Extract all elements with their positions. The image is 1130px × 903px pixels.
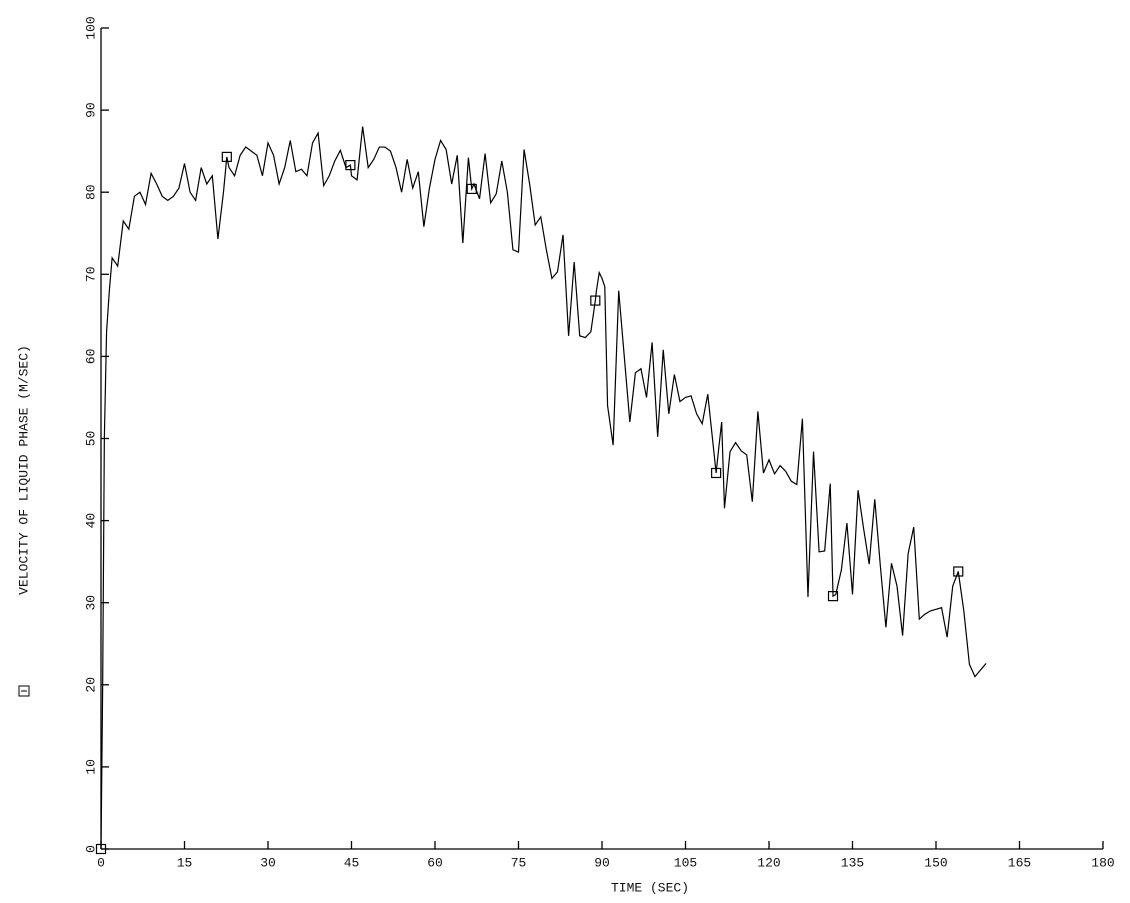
x-tick-label: 90 <box>594 855 610 870</box>
x-tick-label: 15 <box>177 855 193 870</box>
point-marker <box>711 467 722 479</box>
point-marker <box>953 566 964 577</box>
x-tick-label: 150 <box>924 855 947 870</box>
y-tick-label: 80 <box>83 184 98 200</box>
y-axis-label: VELOCITY OF LIQUID PHASE (M/SEC) <box>16 345 31 595</box>
point-marker <box>827 591 839 602</box>
x-tick-label: 0 <box>97 855 105 870</box>
x-tick-label: 105 <box>674 855 697 870</box>
y-tick-label: 100 <box>83 16 98 39</box>
x-tick-label: 165 <box>1008 855 1031 870</box>
x-tick-label: 120 <box>757 855 780 870</box>
y-tick-label: 90 <box>83 102 98 118</box>
y-tick-label: 40 <box>83 513 98 529</box>
point-marker <box>345 160 356 171</box>
y-tick-label: 60 <box>83 349 98 365</box>
point-marker <box>466 183 477 195</box>
y-axis-label-group: VELOCITY OF LIQUID PHASE (M/SEC) <box>16 345 31 697</box>
y-tick-label: 20 <box>83 677 98 693</box>
point-marker <box>95 843 107 855</box>
x-tick-label: 180 <box>1091 855 1114 870</box>
point-marker <box>590 295 601 306</box>
point-marker <box>221 151 232 162</box>
x-tick-label: 60 <box>427 855 443 870</box>
x-axis-label: TIME (SEC) <box>611 880 689 895</box>
x-tick-label: 135 <box>841 855 864 870</box>
y-tick-label: 30 <box>83 595 98 611</box>
y-tick-label: 70 <box>83 266 98 282</box>
x-tick-label: 75 <box>511 855 527 870</box>
legend-marker <box>18 685 30 697</box>
x-tick-label: 30 <box>260 855 276 870</box>
x-tick-label: 45 <box>344 855 360 870</box>
y-tick-label: 50 <box>83 431 98 447</box>
y-tick-label: 10 <box>83 759 98 775</box>
data-line <box>100 126 987 850</box>
y-tick-label: 0 <box>83 845 98 853</box>
